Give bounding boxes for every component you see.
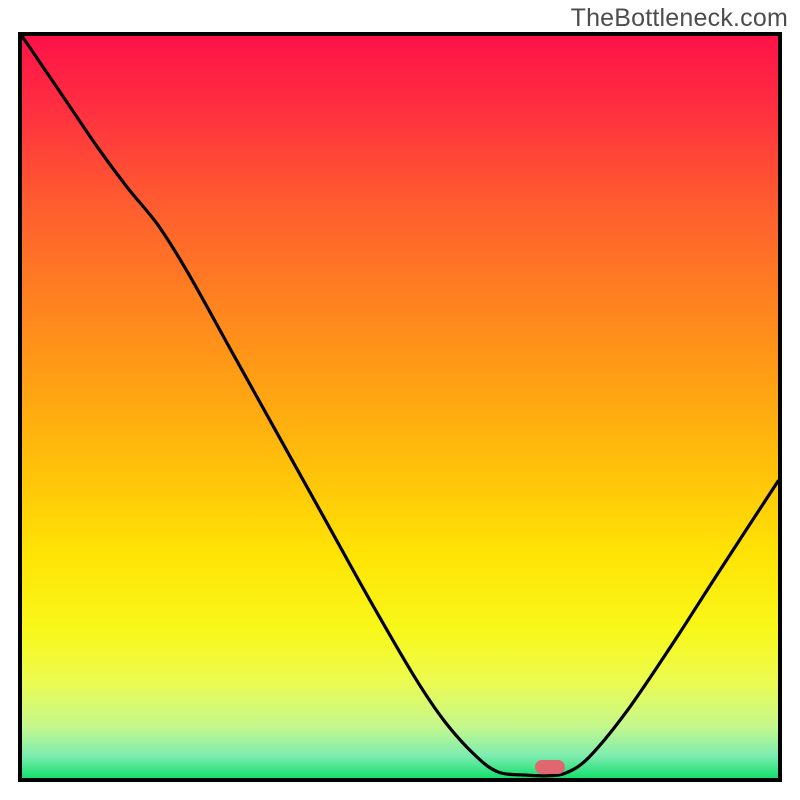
chart-container: { "watermark": { "text": "TheBottleneck.… (0, 0, 800, 800)
plot-frame (18, 32, 782, 782)
watermark-text: TheBottleneck.com (571, 4, 788, 33)
